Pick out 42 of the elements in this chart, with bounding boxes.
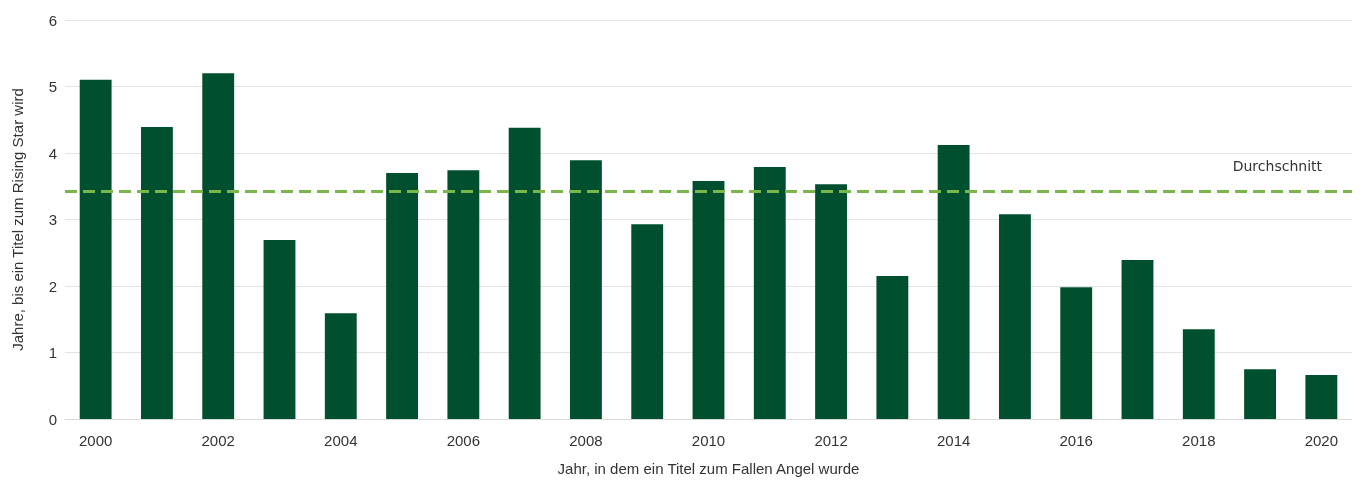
bar [692, 180, 725, 419]
x-tick-label: 2002 [201, 432, 235, 449]
x-tick-label: 2004 [324, 432, 358, 449]
x-tick-label: 2000 [78, 432, 113, 449]
bar [1182, 329, 1215, 419]
bar [140, 127, 173, 419]
bar [937, 145, 970, 419]
bar [876, 276, 909, 419]
ref-line-label: Durchschnitt [1232, 157, 1323, 174]
bar [631, 224, 664, 419]
y-tick-label: 3 [48, 211, 57, 228]
x-tick-label: 2014 [936, 432, 971, 449]
x-tick-label: 2018 [1182, 432, 1216, 449]
y-tick-label: 1 [48, 344, 57, 361]
y-tick-label: 0 [48, 410, 57, 428]
bar [79, 79, 112, 419]
bar [508, 127, 541, 419]
bar [569, 160, 602, 419]
bar [1060, 287, 1093, 419]
bar [386, 172, 419, 419]
y-tick-label: 2 [48, 277, 57, 295]
bar [263, 240, 296, 419]
x-tick-label: 2016 [1059, 432, 1093, 449]
bar [815, 184, 848, 419]
x-tick-label: 2010 [691, 432, 726, 449]
bar [1121, 260, 1154, 419]
bar [202, 73, 235, 419]
x-tick-label: 2006 [446, 432, 481, 449]
y-tick-label: 5 [48, 78, 57, 95]
x-tick-label: 2008 [569, 432, 603, 449]
bar [324, 313, 357, 419]
x-tick-label: 2020 [1304, 432, 1339, 449]
bar [753, 166, 786, 419]
bar [1244, 369, 1277, 419]
y-tick-label: 6 [48, 11, 57, 29]
y-tick-label: 4 [48, 144, 57, 162]
bar [998, 214, 1031, 419]
bar [1305, 375, 1338, 419]
x-tick-label: 2012 [814, 432, 848, 449]
x-axis-title: Jahr, in dem ein Titel zum Fallen Angel wurde [557, 460, 860, 477]
bar [447, 170, 480, 419]
y-axis-title: Jahre, bis ein Titel zum Rising Star wird [9, 88, 26, 351]
